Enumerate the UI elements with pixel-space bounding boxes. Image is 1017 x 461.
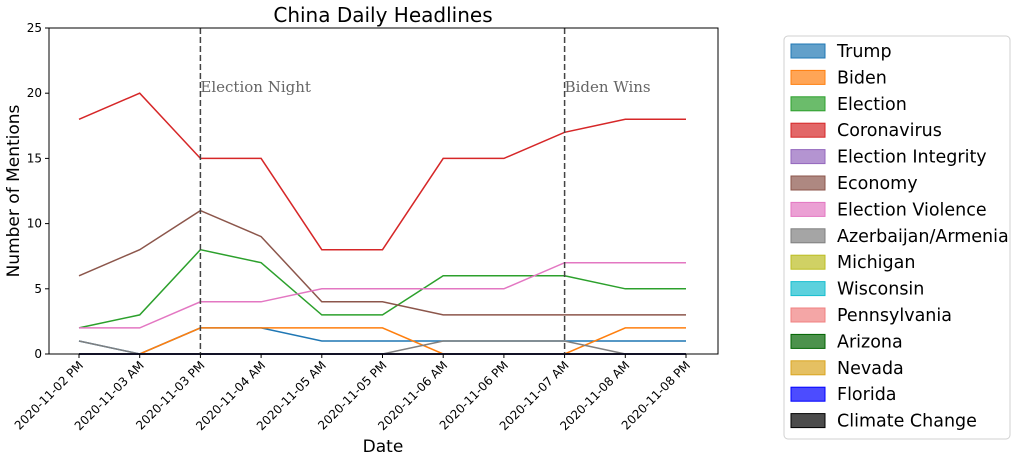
y-tick-label-4: 20 [27, 86, 42, 100]
y-tick-label-0: 0 [34, 347, 42, 361]
legend-swatch-8 [790, 254, 826, 270]
legend-label-7: Azerbaijan/Armenia [837, 227, 1009, 247]
legend-swatch-0 [790, 43, 826, 59]
legend-swatch-13 [790, 386, 826, 402]
chart-title: China Daily Headlines [273, 3, 492, 27]
legend-frame [783, 35, 1011, 440]
legend-label-14: Climate Change [837, 412, 977, 432]
y-axis: 0 5 10 15 20 25 [27, 21, 49, 361]
legend-label-11: Arizona [837, 332, 903, 352]
legend-label-4: Election Integrity [837, 148, 987, 168]
plot-area: Election Night Biden Wins [78, 28, 686, 355]
legend-swatch-2 [790, 96, 826, 112]
legend-label-0: Trump [836, 42, 892, 62]
legend-swatch-6 [790, 201, 826, 217]
legend-label-10: Pennsylvania [837, 306, 952, 326]
series-line-3 [78, 92, 686, 251]
legend-swatch-4 [790, 149, 826, 165]
legend-swatch-7 [790, 228, 826, 244]
legend-label-5: Economy [837, 174, 918, 194]
legend: Trump Biden Election Coronavirus Election In… [783, 35, 1011, 440]
series-line-2 [78, 248, 686, 329]
y-tick-label-1: 5 [34, 282, 42, 296]
legend-label-13: Florida [837, 385, 897, 405]
legend-label-12: Nevada [837, 359, 904, 379]
series-line-6 [79, 261, 686, 329]
legend-swatch-3 [790, 122, 826, 138]
legend-label-6: Election Violence [837, 200, 987, 220]
annotation-label-0: Election Night [200, 78, 311, 96]
legend-swatch-5 [790, 175, 826, 191]
y-axis-label: Number of Mentions [4, 104, 24, 277]
legend-label-3: Coronavirus [837, 121, 942, 141]
annotation-label-1: Biden Wins [565, 78, 651, 96]
legend-swatch-9 [790, 281, 826, 297]
y-tick-label-2: 10 [27, 217, 42, 231]
legend-label-9: Wisconsin [837, 280, 924, 300]
legend-swatch-11 [790, 333, 826, 349]
plot-frame [48, 27, 719, 355]
legend-swatch-14 [790, 413, 826, 429]
legend-label-2: Election [837, 95, 907, 115]
legend-swatch-1 [790, 69, 826, 85]
y-tick-label-3: 15 [27, 151, 42, 165]
legend-swatch-12 [790, 360, 826, 376]
legend-label-1: Biden [837, 68, 887, 88]
series-line-5 [78, 209, 686, 316]
legend-swatch-10 [790, 307, 826, 323]
legend-label-8: Michigan [837, 253, 915, 273]
x-axis-label: Date [363, 437, 404, 457]
y-tick-label-5: 25 [27, 21, 42, 35]
series-line-7 [78, 340, 686, 355]
